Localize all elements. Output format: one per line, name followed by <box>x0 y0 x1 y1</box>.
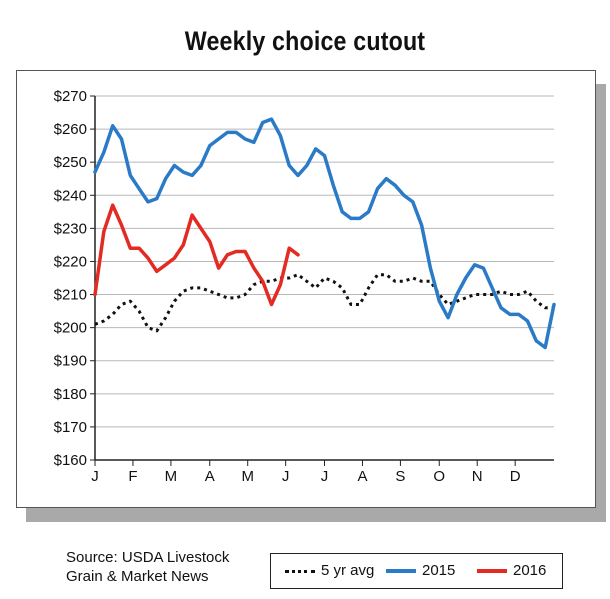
x-tick-label: M <box>241 468 254 485</box>
x-tick-label: J <box>282 468 290 485</box>
y-tick-label: $210 <box>54 287 87 304</box>
x-tick-label: N <box>472 468 483 485</box>
series-lines <box>93 117 556 350</box>
x-tick-label: S <box>395 468 405 485</box>
source-line-1: Source: USDA Livestock <box>66 549 230 566</box>
legend-label-2016: 2016 <box>513 562 547 579</box>
y-tick-label: $260 <box>54 121 87 138</box>
y-tick-label: $160 <box>54 452 87 469</box>
legend-swatch-5yr-avg <box>285 569 315 573</box>
legend-item-2016: 2016 <box>477 562 546 579</box>
x-tick-label: A <box>357 468 367 485</box>
series-line-2015 <box>93 117 556 350</box>
x-tick-label: O <box>433 468 445 485</box>
y-tick-label: $270 <box>54 88 87 105</box>
series-line-5-yr-avg <box>94 273 554 333</box>
legend-label-2015: 2015 <box>422 562 456 579</box>
chart-svg: $270 $260 $250 $240 $230 $220 $210 $200 $190 $180… <box>54 88 556 485</box>
source-line-2: Grain & Market News <box>66 568 209 585</box>
y-tick-label: $170 <box>54 419 87 436</box>
y-tick-label: $200 <box>54 320 87 337</box>
chart-frame <box>16 70 596 508</box>
y-tick-label: $220 <box>54 253 87 270</box>
source-note: Source: USDA Livestock Grain & Market Ne… <box>66 548 229 586</box>
x-tick-label: J <box>91 468 99 485</box>
y-tick-label: $230 <box>54 220 87 237</box>
x-tick-label: D <box>510 468 521 485</box>
y-tick-label: $250 <box>54 154 87 171</box>
x-tick-label: F <box>128 468 137 485</box>
legend-item-2015: 2015 <box>386 562 455 579</box>
legend-label-5yr-avg: 5 yr avg <box>321 562 375 579</box>
legend: 5 yr avg 2015 2016 <box>270 553 563 589</box>
x-tick-label: M <box>165 468 178 485</box>
y-tick-labels: $270 $260 $250 $240 $230 $220 $210 $200 $190 $180… <box>54 88 87 469</box>
chart-title: Weekly choice cutout <box>184 26 426 56</box>
y-tick-label: $190 <box>54 353 87 370</box>
legend-item-5yr-avg: 5 yr avg <box>285 562 374 579</box>
x-tick-label: J <box>321 468 329 485</box>
y-tick-label: $240 <box>54 187 87 204</box>
y-tick-label: $180 <box>54 386 87 403</box>
legend-swatch-2015 <box>386 569 416 574</box>
legend-swatch-2016 <box>477 569 507 574</box>
x-tick-label: A <box>205 468 215 485</box>
series-line-2016 <box>93 203 300 307</box>
